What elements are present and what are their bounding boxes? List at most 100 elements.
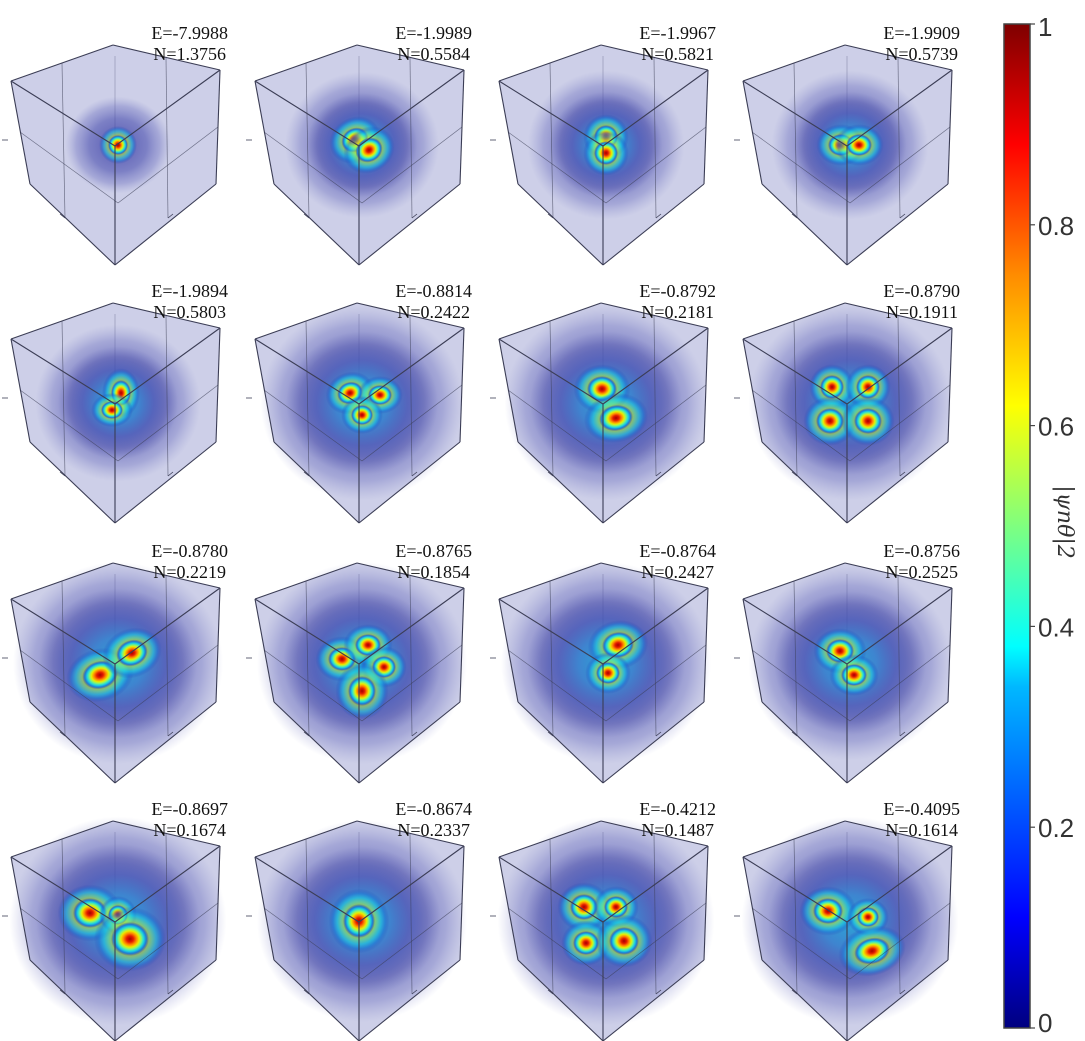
colorbar-tick-label: 0.4 <box>1038 612 1074 642</box>
cube-edge <box>517 959 604 1041</box>
energy-label: E=-0.4095 <box>883 799 960 819</box>
cube-edge <box>114 587 221 665</box>
cube-edge <box>844 44 953 71</box>
density-lobe <box>570 894 598 920</box>
density-lobe <box>841 664 867 686</box>
cube-grid-line <box>117 384 219 462</box>
cube-grid-line <box>305 320 310 477</box>
norm-label: N=0.1854 <box>397 562 470 582</box>
cube-grid-line <box>19 649 119 722</box>
energy-label: E=-0.8765 <box>395 541 472 561</box>
cube-grid-line <box>653 833 657 995</box>
energy-label: E=-7.9988 <box>151 23 228 43</box>
cube-tick <box>167 989 174 995</box>
cube-tick <box>59 989 66 995</box>
density-lobe <box>111 922 149 956</box>
cube-tick <box>655 213 662 219</box>
cube-tick <box>791 471 798 477</box>
density-lobe <box>816 408 844 434</box>
cube-tick <box>303 989 310 995</box>
cube-edge <box>114 701 217 784</box>
colorbar-title: |ψnθ|2 <box>1052 485 1077 559</box>
cube-edge <box>602 701 705 784</box>
cube-edge <box>112 302 221 329</box>
cube-tick <box>899 731 906 737</box>
cube-grid-line <box>165 57 169 219</box>
cube-tick <box>411 989 418 995</box>
cube-edge <box>356 44 465 71</box>
cube-grid-line <box>605 902 707 980</box>
cube-grid-line <box>19 389 119 462</box>
cube-edge <box>273 441 360 524</box>
density-lobe <box>604 896 628 918</box>
norm-label: N=0.1911 <box>886 302 958 322</box>
cube-edge <box>761 183 848 266</box>
energy-label: E=-1.9894 <box>151 281 228 301</box>
cube-grid-line <box>549 580 554 737</box>
norm-label: N=0.5803 <box>153 302 226 322</box>
cube-edge <box>517 701 604 784</box>
cube-grid-line <box>793 838 798 995</box>
density-lobe <box>594 141 618 165</box>
cube-tick <box>167 213 174 219</box>
cube-edge <box>602 959 705 1041</box>
cube-edge <box>600 562 709 589</box>
density-lobe <box>820 375 844 399</box>
cube-tick <box>791 731 798 737</box>
cube-grid-line <box>61 838 66 995</box>
cube-edge <box>29 701 116 784</box>
colorbar: 1 0.8 0.6 0.4 0.2 0 |ψnθ|2 <box>1003 12 1077 1038</box>
cube-edge <box>602 327 709 405</box>
cube-grid-line <box>507 649 607 722</box>
energy-label: E=-0.8790 <box>883 281 960 301</box>
cube-edge <box>602 845 709 923</box>
cube-edge <box>602 587 709 665</box>
energy-label: E=-0.8674 <box>395 799 472 819</box>
cube-grid-line <box>653 57 657 219</box>
cube-tick <box>547 989 554 995</box>
cube-edge <box>358 327 465 405</box>
cube-edge <box>844 820 953 847</box>
cube-edge <box>761 701 848 784</box>
cube-grid-line <box>849 384 951 462</box>
energy-label: E=-0.8764 <box>639 541 716 561</box>
cube-grid-line <box>117 644 219 722</box>
density-lobe <box>854 937 890 965</box>
norm-label: N=0.1487 <box>641 820 714 840</box>
cube-grid-line <box>751 907 851 980</box>
cube-edge <box>358 183 461 266</box>
cube-edge <box>356 302 465 329</box>
cube-grid-line <box>549 320 554 477</box>
cube-edge <box>358 701 461 784</box>
cube-tick <box>655 731 662 737</box>
cube-grid-line <box>165 315 169 477</box>
cube-tick <box>411 213 418 219</box>
cube-edge <box>356 562 465 589</box>
cube-tick <box>655 471 662 477</box>
cube-tick <box>655 989 662 995</box>
cube-edge <box>600 44 709 71</box>
cube-tick <box>59 213 66 219</box>
cube-edge <box>761 441 848 524</box>
density-lobe <box>857 907 879 927</box>
cube-grid-line <box>263 131 363 204</box>
cube-grid-line <box>897 575 901 737</box>
cube-grid-line <box>117 902 219 980</box>
cube-grid-line <box>849 126 951 204</box>
cube-tick <box>791 213 798 219</box>
cube-tick <box>899 213 906 219</box>
cube-edge <box>846 587 953 665</box>
cube-edge <box>114 327 221 405</box>
cube-grid-line <box>793 320 798 477</box>
cube-edge <box>600 820 709 847</box>
cube-edge <box>273 701 360 784</box>
cube-edge <box>846 845 953 923</box>
